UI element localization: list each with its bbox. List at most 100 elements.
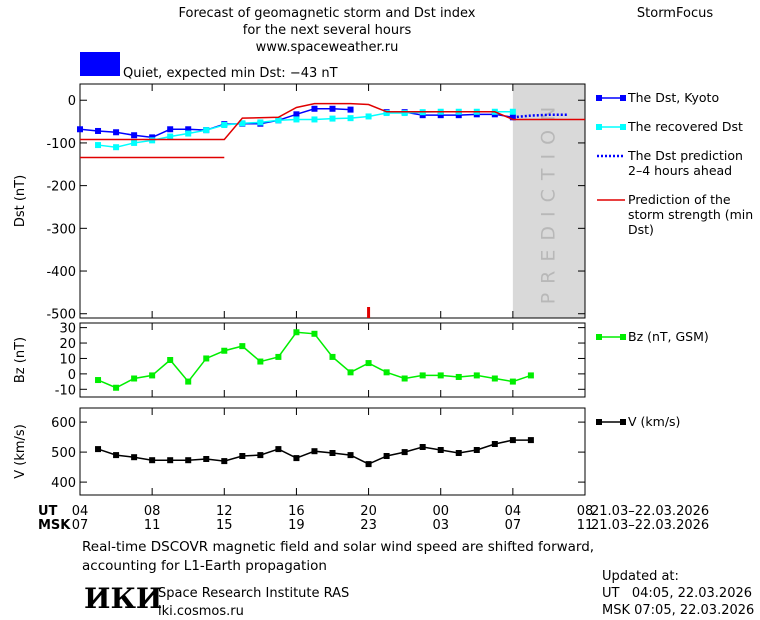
panel-frame	[79, 83, 586, 319]
x-dates: 21.03–22.03.2026	[591, 504, 709, 519]
series-marker	[257, 119, 264, 126]
series-marker	[275, 353, 282, 360]
legend-label: The recovered Dst	[628, 119, 743, 134]
x2-dates: 21.03–22.03.2026	[591, 518, 709, 533]
y-tick-label: 10	[59, 352, 76, 367]
series-marker	[293, 455, 300, 462]
series-line	[97, 331, 532, 389]
series-marker	[509, 437, 516, 444]
series-marker	[239, 453, 246, 459]
x2-tick-label: 15	[216, 518, 233, 533]
y-tick-label: -400	[46, 265, 76, 280]
series-marker	[365, 461, 372, 468]
series-marker	[149, 372, 156, 379]
x2-tick-label: 07	[505, 518, 522, 533]
title-line: Forecast of geomagnetic storm and Dst in…	[178, 6, 475, 21]
series-marker	[167, 457, 174, 464]
institute: Space Research Institute RAS	[158, 586, 349, 601]
series-marker	[131, 375, 138, 382]
y-tick-label: 30	[59, 322, 76, 337]
y-tick-label: -300	[46, 222, 76, 237]
y-tick-label: 0	[68, 94, 76, 109]
series-marker	[347, 369, 354, 376]
updated-ut: UT 04:05, 22.03.2026	[602, 586, 752, 601]
y-axis-label: V (km/s)	[13, 424, 28, 479]
y-tick-label: -100	[46, 137, 76, 152]
series-marker	[275, 117, 282, 124]
series-marker	[275, 446, 282, 453]
series-marker	[311, 116, 318, 123]
series-marker	[383, 369, 390, 376]
series-marker	[527, 437, 534, 444]
legend-label: Prediction of the storm strength (min Ds…	[628, 192, 754, 237]
series-marker	[131, 454, 138, 461]
legend-marker	[596, 124, 602, 130]
series-marker	[311, 448, 318, 455]
series-marker	[113, 144, 120, 151]
title-line: for the next several hours	[243, 23, 412, 38]
series-marker	[455, 112, 462, 119]
panel-frame	[79, 322, 586, 398]
y-tick-label: -10	[55, 383, 76, 398]
y-tick-label: 0	[68, 368, 76, 383]
legend-marker	[620, 124, 626, 130]
x2-tick-label: 19	[288, 518, 305, 533]
series-marker	[509, 378, 516, 385]
series-marker	[293, 116, 300, 123]
site: iki.cosmos.ru	[158, 604, 244, 619]
y-tick-label: 400	[51, 476, 76, 491]
series-marker	[347, 452, 354, 459]
y-tick-label: 600	[51, 416, 76, 431]
series-marker	[257, 358, 264, 365]
y-axis-label: Dst (nT)	[13, 175, 28, 227]
series-marker	[167, 357, 174, 363]
legend-marker	[596, 334, 602, 340]
legend-marker	[596, 419, 602, 425]
series-marker	[311, 330, 318, 337]
series-marker	[437, 372, 444, 379]
series-marker	[167, 133, 174, 140]
series-marker	[455, 450, 462, 456]
series-marker	[509, 108, 516, 115]
series-marker	[437, 447, 444, 453]
series-marker	[185, 378, 192, 385]
footer-note: Real-time DSCOVR magnetic field and sola…	[82, 539, 595, 574]
series-marker	[419, 372, 426, 379]
series-marker	[365, 113, 372, 120]
series-marker	[347, 106, 354, 113]
x-tick-label: 04	[505, 504, 522, 519]
series-marker	[329, 450, 336, 456]
series-marker	[473, 447, 480, 453]
updated-msk: MSK 07:05, 22.03.2026	[602, 603, 754, 618]
y-tick-label: -200	[46, 180, 76, 195]
legend-label: Bz (nT, GSM)	[628, 329, 709, 344]
series-marker	[113, 452, 120, 459]
series-marker	[329, 115, 336, 122]
logo: ИКИ	[84, 582, 162, 615]
series-marker	[113, 129, 120, 136]
y-tick-label: -500	[46, 308, 76, 323]
series-marker	[347, 115, 354, 122]
series-marker	[383, 110, 390, 117]
series-marker	[131, 139, 138, 146]
series-marker	[527, 372, 534, 379]
series-marker	[113, 384, 120, 391]
brand: StormFocus	[637, 6, 713, 21]
x-tick-label: 04	[72, 504, 89, 519]
y-tick-label: 500	[51, 446, 76, 461]
series-marker	[77, 126, 83, 133]
legend-label: The Dst prediction 2–4 hours ahead	[628, 148, 743, 178]
series-marker	[185, 126, 192, 133]
series-marker	[185, 457, 192, 464]
legend-marker	[620, 419, 626, 425]
y-axis-label: Bz (nT)	[13, 337, 28, 383]
series-marker	[329, 105, 336, 112]
series-marker	[311, 105, 318, 112]
series-marker	[473, 372, 480, 379]
prediction-region	[512, 84, 585, 318]
series-line	[97, 111, 513, 148]
x-tick-label: 08	[577, 504, 594, 519]
series-marker	[95, 142, 102, 149]
x-tick-label: 20	[360, 504, 377, 519]
